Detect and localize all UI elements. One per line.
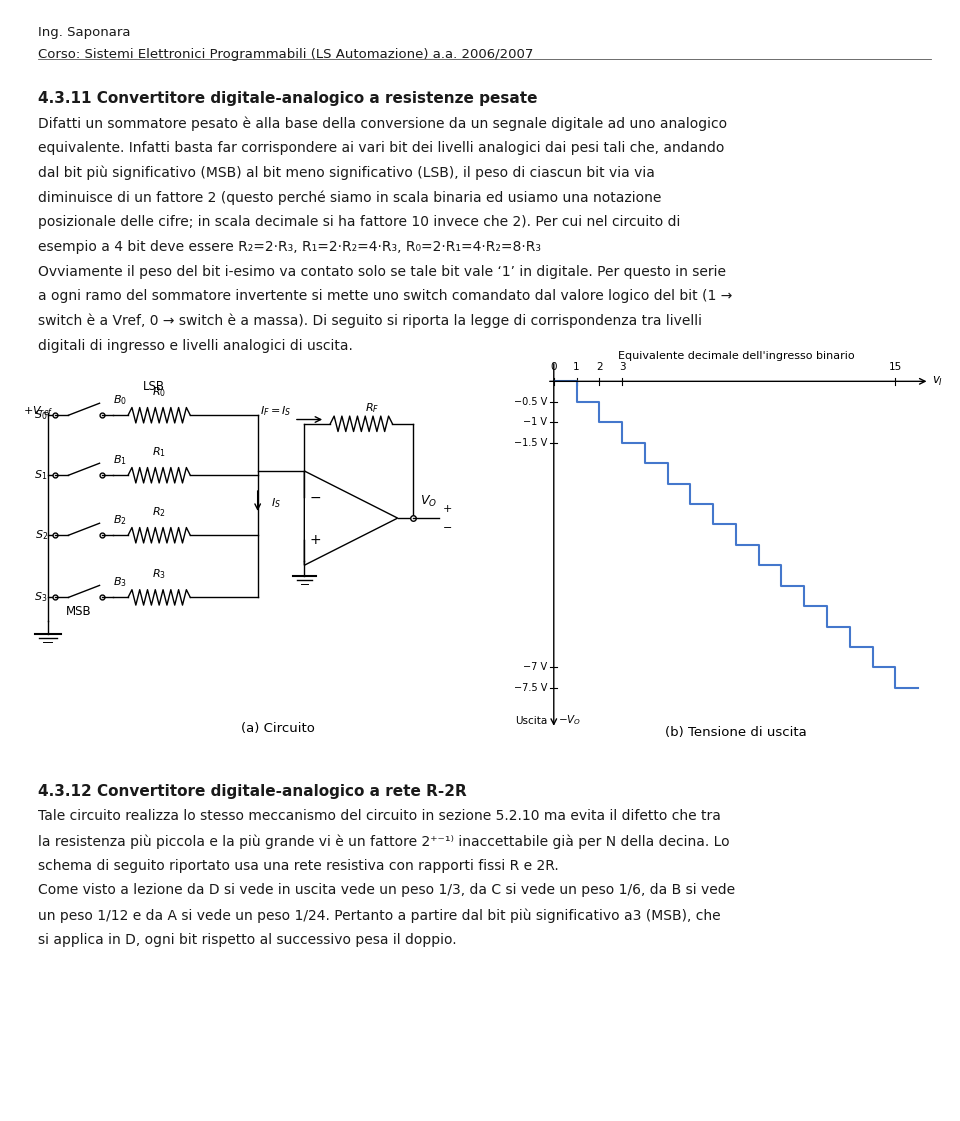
Text: $S_3$: $S_3$ bbox=[35, 591, 48, 604]
Text: dal bit più significativo (MSB) al bit meno significativo (LSB), il peso di cias: dal bit più significativo (MSB) al bit m… bbox=[38, 166, 656, 180]
Text: $+V_{ref}$: $+V_{ref}$ bbox=[23, 404, 54, 418]
Text: diminuisce di un fattore 2 (questo perché siamo in scala binaria ed usiamo una n: diminuisce di un fattore 2 (questo perch… bbox=[38, 191, 661, 205]
Text: digitali di ingresso e livelli analogici di uscita.: digitali di ingresso e livelli analogici… bbox=[38, 339, 353, 352]
Text: −7.5 V: −7.5 V bbox=[514, 683, 547, 693]
Text: $R_1$: $R_1$ bbox=[153, 445, 166, 458]
Text: posizionale delle cifre; in scala decimale si ha fattore 10 invece che 2). Per c: posizionale delle cifre; in scala decima… bbox=[38, 215, 681, 229]
Text: $B_1$: $B_1$ bbox=[113, 453, 128, 467]
Text: Equivalente decimale dell'ingresso binario: Equivalente decimale dell'ingresso binar… bbox=[617, 351, 854, 361]
Text: $R_F$: $R_F$ bbox=[365, 401, 379, 415]
Text: Come visto a lezione da D si vede in uscita vede un peso 1/3, da C si vede un pe: Come visto a lezione da D si vede in usc… bbox=[38, 883, 735, 897]
Text: $R_0$: $R_0$ bbox=[152, 386, 166, 399]
Text: 15: 15 bbox=[889, 362, 901, 372]
Text: Ing. Saponara: Ing. Saponara bbox=[38, 26, 131, 39]
Text: $-V_O$: $-V_O$ bbox=[559, 714, 582, 728]
Text: esempio a 4 bit deve essere R₂=2·R₃, R₁=2·R₂=4·R₃, R₀=2·R₁=4·R₂=8·R₃: esempio a 4 bit deve essere R₂=2·R₃, R₁=… bbox=[38, 240, 541, 253]
Text: $+$: $+$ bbox=[442, 502, 452, 513]
Text: 4.3.11 Convertitore digitale-analogico a resistenze pesate: 4.3.11 Convertitore digitale-analogico a… bbox=[38, 91, 538, 105]
Text: $I_S$: $I_S$ bbox=[271, 497, 280, 510]
Text: 3: 3 bbox=[619, 362, 625, 372]
Text: $I_F=I_S$: $I_F=I_S$ bbox=[260, 404, 292, 418]
Text: −0.5 V: −0.5 V bbox=[514, 397, 547, 407]
Text: −7 V: −7 V bbox=[523, 663, 547, 673]
Text: $v_I$: $v_I$ bbox=[932, 374, 943, 388]
Text: la resistenza più piccola e la più grande vi è un fattore 2⁺⁻¹⁾ inaccettabile gi: la resistenza più piccola e la più grand… bbox=[38, 834, 730, 849]
Text: switch è a Vref, 0 → switch è a massa). Di seguito si riporta la legge di corris: switch è a Vref, 0 → switch è a massa). … bbox=[38, 314, 703, 328]
Text: $R_3$: $R_3$ bbox=[153, 567, 166, 581]
Text: $+$: $+$ bbox=[308, 532, 321, 547]
Text: si applica in D, ogni bit rispetto al successivo pesa il doppio.: si applica in D, ogni bit rispetto al su… bbox=[38, 933, 457, 946]
Text: Corso: Sistemi Elettronici Programmabili (LS Automazione) a.a. 2006/2007: Corso: Sistemi Elettronici Programmabili… bbox=[38, 48, 534, 62]
Text: −1.5 V: −1.5 V bbox=[514, 437, 547, 447]
Text: $-$: $-$ bbox=[442, 521, 452, 531]
Text: $R_2$: $R_2$ bbox=[153, 506, 166, 519]
Text: $S_2$: $S_2$ bbox=[35, 528, 48, 543]
Text: $-$: $-$ bbox=[308, 490, 321, 503]
Text: LSB: LSB bbox=[143, 380, 165, 392]
Text: 1: 1 bbox=[573, 362, 580, 372]
Text: Ovviamente il peso del bit i-esimo va contato solo se tale bit vale ‘1’ in digit: Ovviamente il peso del bit i-esimo va co… bbox=[38, 265, 727, 278]
Text: 4.3.12 Convertitore digitale-analogico a rete R-2R: 4.3.12 Convertitore digitale-analogico a… bbox=[38, 784, 468, 798]
Text: a ogni ramo del sommatore invertente si mette uno switch comandato dal valore lo: a ogni ramo del sommatore invertente si … bbox=[38, 289, 732, 303]
Text: (a) Circuito: (a) Circuito bbox=[242, 722, 315, 734]
Text: $S_1$: $S_1$ bbox=[35, 469, 48, 482]
Text: Uscita: Uscita bbox=[515, 715, 547, 725]
Text: $B_2$: $B_2$ bbox=[113, 513, 127, 527]
Text: −1 V: −1 V bbox=[523, 417, 547, 427]
Text: $B_3$: $B_3$ bbox=[113, 575, 128, 590]
Text: (b) Tensione di uscita: (b) Tensione di uscita bbox=[665, 726, 806, 739]
Text: schema di seguito riportato usa una rete resistiva con rapporti fissi R e 2R.: schema di seguito riportato usa una rete… bbox=[38, 859, 559, 872]
Text: 2: 2 bbox=[596, 362, 603, 372]
Text: Difatti un sommatore pesato è alla base della conversione da un segnale digitale: Difatti un sommatore pesato è alla base … bbox=[38, 117, 728, 131]
Text: equivalente. Infatti basta far corrispondere ai vari bit dei livelli analogici d: equivalente. Infatti basta far corrispon… bbox=[38, 141, 725, 155]
Text: un peso 1/12 e da A si vede un peso 1/24. Pertanto a partire dal bit più signifi: un peso 1/12 e da A si vede un peso 1/24… bbox=[38, 908, 721, 923]
Text: $B_0$: $B_0$ bbox=[113, 393, 128, 407]
Text: Tale circuito realizza lo stesso meccanismo del circuito in sezione 5.2.10 ma ev: Tale circuito realizza lo stesso meccani… bbox=[38, 809, 721, 823]
Text: $S_0$: $S_0$ bbox=[35, 408, 48, 423]
Text: $V_O$: $V_O$ bbox=[420, 494, 437, 509]
Text: MSB: MSB bbox=[66, 604, 91, 618]
Text: 0: 0 bbox=[550, 362, 557, 372]
